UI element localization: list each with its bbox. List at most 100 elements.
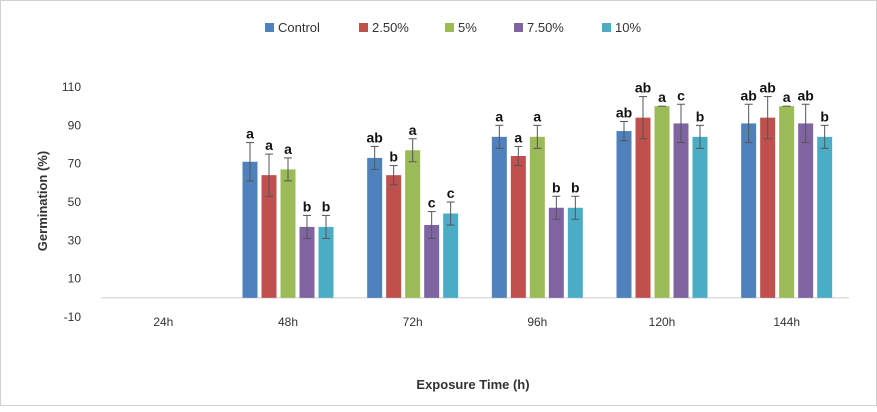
error-bar <box>552 195 561 220</box>
legend-swatch <box>445 23 454 32</box>
y-axis-title: Germination (%) <box>35 151 50 251</box>
error-bar <box>370 145 379 170</box>
x-tick-label: 48h <box>278 315 298 329</box>
significance-letter: ab <box>616 105 632 121</box>
legend-item: Control <box>265 20 320 35</box>
x-tick-label: 24h <box>153 315 173 329</box>
legend-label: 2.50% <box>372 20 409 35</box>
error-bar <box>801 103 810 144</box>
error-bar <box>744 103 753 144</box>
bar <box>817 136 833 298</box>
legend-swatch <box>265 23 274 32</box>
legend-swatch <box>602 23 611 32</box>
bar <box>318 226 334 298</box>
significance-letter: ab <box>797 87 813 103</box>
y-tick-label: 50 <box>68 195 82 209</box>
significance-letter: a <box>246 126 254 142</box>
error-bar <box>639 96 647 140</box>
significance-letter: b <box>696 108 705 124</box>
error-bar <box>763 96 772 140</box>
error-bar <box>389 165 398 186</box>
x-tick-label: 144h <box>773 315 800 329</box>
x-tick-label: 96h <box>527 315 547 329</box>
y-tick-label: 30 <box>68 233 82 247</box>
error-bar <box>820 124 829 149</box>
significance-letter: b <box>820 108 829 124</box>
significance-letter: a <box>658 89 666 105</box>
bar <box>299 226 315 298</box>
x-tick-label: 72h <box>403 315 423 329</box>
legend-label: 7.50% <box>527 20 564 35</box>
significance-letter: c <box>447 185 455 201</box>
bar <box>424 225 440 298</box>
bar <box>443 213 459 298</box>
x-axis-title: Exposure Time (h) <box>416 377 529 392</box>
bar <box>741 123 757 298</box>
significance-letter: a <box>514 129 522 145</box>
legend-item: 5% <box>445 20 477 35</box>
bar <box>779 106 795 298</box>
significance-letter: b <box>322 198 331 214</box>
legend-swatch <box>359 23 368 32</box>
significance-letter: b <box>571 179 580 195</box>
significance-letter: ab <box>740 87 756 103</box>
bar <box>798 123 814 298</box>
error-bar <box>408 138 417 163</box>
bar <box>367 157 383 298</box>
bar <box>405 150 421 298</box>
bar <box>548 207 564 298</box>
legend-label: 5% <box>458 20 477 35</box>
significance-letter: a <box>409 122 417 138</box>
x-tick-label: 120h <box>649 315 676 329</box>
error-bar <box>303 214 311 239</box>
legend-item: 10% <box>602 20 641 35</box>
bar <box>673 123 689 298</box>
error-bar <box>427 211 436 239</box>
error-bar <box>620 121 628 142</box>
y-tick-label: 110 <box>62 80 81 94</box>
significance-letter: ab <box>366 129 382 145</box>
y-tick-label: -10 <box>64 310 82 324</box>
significance-letter: a <box>495 108 503 124</box>
bar <box>242 161 258 298</box>
error-bar <box>571 195 580 220</box>
significance-letter: b <box>303 198 312 214</box>
legend: Control 2.50% 5% 7.50% 10% <box>265 20 641 35</box>
error-bar <box>677 103 685 144</box>
significance-letter: b <box>389 149 398 165</box>
error-bar <box>446 201 455 226</box>
y-axis: -10 10 30 50 70 90 110 <box>62 80 849 324</box>
significance-letter: ab <box>759 80 775 96</box>
significance-letter: a <box>533 108 541 124</box>
bar <box>280 169 296 298</box>
significance-letter: c <box>677 87 685 103</box>
significance-letter: a <box>783 89 791 105</box>
error-bar <box>495 124 504 149</box>
error-bar <box>246 142 254 182</box>
significance-letter: ab <box>635 80 651 96</box>
bar <box>692 136 708 298</box>
error-bar <box>284 157 292 182</box>
significance-letter: b <box>552 179 561 195</box>
legend-swatch <box>514 23 523 32</box>
significance-letter: a <box>284 141 292 157</box>
y-tick-label: 70 <box>68 157 82 171</box>
bar <box>510 156 526 298</box>
legend-label: Control <box>278 20 320 35</box>
bar <box>261 175 277 298</box>
error-bar <box>514 145 523 167</box>
error-bar <box>696 124 704 149</box>
y-tick-label: 10 <box>68 272 82 286</box>
legend-item: 2.50% <box>359 20 409 35</box>
y-tick-label: 90 <box>68 118 82 132</box>
error-bar <box>322 214 330 239</box>
bar <box>567 207 583 298</box>
bar <box>529 136 545 298</box>
error-bar <box>265 153 273 197</box>
bar <box>635 117 651 298</box>
bar <box>386 175 402 298</box>
legend-label: 10% <box>615 20 641 35</box>
